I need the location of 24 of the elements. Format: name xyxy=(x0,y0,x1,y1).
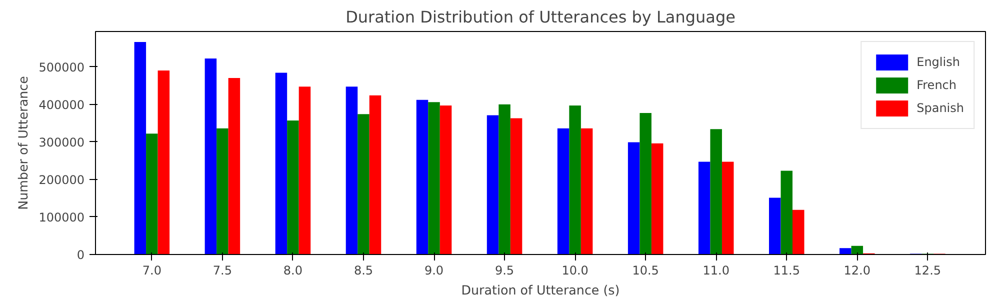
legend-label: English xyxy=(916,55,960,69)
legend-label: French xyxy=(916,78,956,92)
x-tick-label: 8.5 xyxy=(354,264,374,278)
x-tick-label: 12.5 xyxy=(914,264,942,278)
x-tick-label: 12.0 xyxy=(844,264,871,278)
x-tick-label: 10.0 xyxy=(562,264,588,278)
chart-title: Duration Distribution of Utterances by Language xyxy=(346,8,736,26)
y-tick-label: 400000 xyxy=(38,98,85,112)
y-axis-title: Number of Utterance xyxy=(16,76,31,210)
y-tick-label: 300000 xyxy=(38,135,85,150)
x-tick-label: 9.5 xyxy=(494,264,514,278)
x-tick-label: 8.0 xyxy=(283,264,303,278)
x-axis-title: Duration of Utterance (s) xyxy=(461,282,620,298)
x-tick-label: 7.0 xyxy=(142,264,162,278)
y-tick-label: 0 xyxy=(76,248,85,262)
y-tick-label: 100000 xyxy=(38,210,85,224)
y-tick-label: 200000 xyxy=(38,172,85,187)
x-tick-label: 9.0 xyxy=(424,264,444,278)
x-tick-label: 11.5 xyxy=(773,264,800,278)
y-tick-label: 500000 xyxy=(38,60,85,74)
x-tick-label: 7.5 xyxy=(212,264,232,278)
legend-label: Spanish xyxy=(916,101,964,115)
x-tick-label: 10.5 xyxy=(632,264,659,278)
x-tick-label: 11.0 xyxy=(702,264,730,278)
